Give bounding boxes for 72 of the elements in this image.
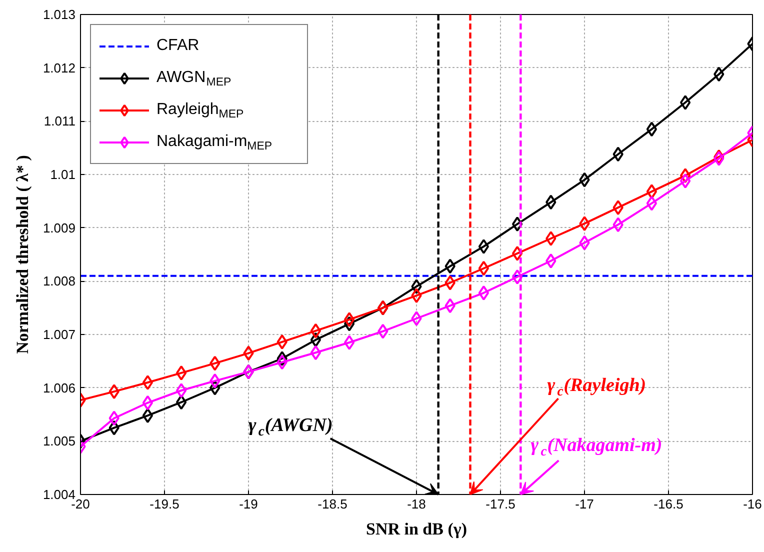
point [512,246,523,261]
x-tick-label: -16 [743,496,762,512]
x-tick-label: -18 [407,496,426,512]
y-tick-label: 1.01 [50,167,76,182]
point [680,95,691,110]
point [176,365,187,380]
point [478,285,490,300]
point [444,258,456,274]
point [344,312,355,328]
point [210,373,220,388]
x-axis-title: SNR in dB (γ) [366,520,468,538]
point [310,332,322,348]
y-axis-title: Normalized threshold ( λ* ) [12,155,32,354]
point [512,269,523,284]
y-tick-label: 1.004 [42,487,76,502]
point [310,345,322,360]
y-tick-label: 1.005 [42,434,76,449]
point [276,354,288,370]
point [411,279,422,294]
point [646,196,658,211]
point [411,288,422,304]
point [579,172,590,188]
point [344,316,355,332]
y-tick-label: 1.007 [42,327,76,342]
point [276,351,288,366]
x-tick-label: -19 [239,496,258,512]
point [108,410,120,426]
y-tick-label: 1.013 [42,7,76,22]
x-tick-label: -18.5 [318,496,348,512]
point [276,334,288,350]
point [444,275,456,290]
point [176,383,187,398]
y-tick-label: 1.006 [42,380,76,396]
point [646,122,658,137]
point [680,173,691,188]
point [444,298,456,314]
point [176,394,187,410]
point [478,239,490,254]
point [210,380,220,396]
point [411,311,422,326]
y-tick-label: 1.012 [42,60,76,76]
x-tick-label: -16.5 [654,496,684,512]
point [612,200,624,216]
point [646,184,658,200]
point [378,324,388,339]
y-tick-label: 1.008 [42,274,76,289]
point [142,408,154,424]
point [210,356,220,371]
point [546,253,556,268]
point [108,420,120,436]
point [612,146,624,162]
point [108,384,120,400]
point [546,231,556,246]
point [142,375,154,390]
point [714,66,724,82]
x-tick-label: -19.5 [150,496,180,512]
y-tick-label: 1.009 [42,220,76,236]
y-tick-label: 1.011 [44,114,76,129]
point [344,335,355,350]
point [579,216,590,232]
point [546,194,556,210]
point [680,168,691,184]
point [512,216,523,232]
point [310,323,322,338]
legend-label: CFAR [156,37,200,54]
point [142,395,154,410]
point [612,217,624,232]
x-tick-label: -17 [575,496,594,512]
point [579,235,590,250]
point [478,260,490,276]
point [243,346,254,361]
x-tick-label: -17.5 [486,496,516,512]
